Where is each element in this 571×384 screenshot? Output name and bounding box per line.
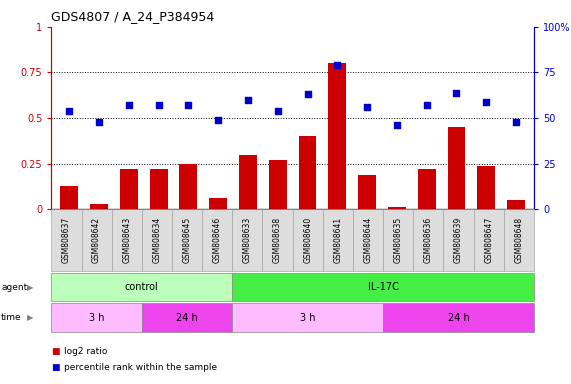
Bar: [358, 175, 376, 209]
Bar: [448, 127, 465, 209]
Bar: [90, 204, 108, 209]
Bar: [299, 136, 316, 209]
Point: [392, 122, 401, 129]
Bar: [61, 185, 78, 209]
Text: agent: agent: [1, 283, 27, 291]
Text: GSM808634: GSM808634: [152, 217, 162, 263]
Text: IL-17C: IL-17C: [368, 282, 399, 292]
Bar: [239, 155, 257, 209]
Point: [482, 99, 491, 105]
Bar: [120, 169, 138, 209]
Point: [363, 104, 372, 110]
Text: ▶: ▶: [27, 313, 34, 322]
Text: GSM808644: GSM808644: [364, 217, 372, 263]
Point: [214, 117, 223, 123]
Point: [94, 119, 103, 125]
Point: [273, 108, 282, 114]
Text: GSM808636: GSM808636: [424, 217, 433, 263]
Text: ■: ■: [51, 347, 60, 356]
Point: [303, 91, 312, 98]
Text: log2 ratio: log2 ratio: [64, 347, 107, 356]
Text: GSM808642: GSM808642: [92, 217, 101, 263]
Text: GSM808645: GSM808645: [183, 217, 192, 263]
Text: 3 h: 3 h: [89, 313, 104, 323]
Bar: [179, 164, 198, 209]
Point: [65, 108, 74, 114]
Point: [422, 102, 431, 108]
Point: [333, 62, 342, 68]
Text: control: control: [125, 282, 159, 292]
Text: GSM808639: GSM808639: [454, 217, 463, 263]
Text: 24 h: 24 h: [176, 313, 198, 323]
Text: GSM808637: GSM808637: [62, 217, 71, 263]
Text: ■: ■: [51, 363, 60, 372]
Point: [154, 102, 163, 108]
Bar: [209, 199, 227, 209]
Text: GSM808635: GSM808635: [393, 217, 403, 263]
Text: GSM808643: GSM808643: [122, 217, 131, 263]
Point: [512, 119, 521, 125]
Text: GSM808640: GSM808640: [303, 217, 312, 263]
Bar: [507, 200, 525, 209]
Point: [124, 102, 134, 108]
Bar: [328, 63, 346, 209]
Text: GDS4807 / A_24_P384954: GDS4807 / A_24_P384954: [51, 10, 215, 23]
Text: 24 h: 24 h: [448, 313, 469, 323]
Text: GSM808647: GSM808647: [484, 217, 493, 263]
Text: GSM808648: GSM808648: [514, 217, 523, 263]
Text: GSM808633: GSM808633: [243, 217, 252, 263]
Text: GSM808638: GSM808638: [273, 217, 282, 263]
Bar: [150, 169, 167, 209]
Bar: [418, 169, 436, 209]
Bar: [269, 160, 287, 209]
Bar: [477, 166, 495, 209]
Text: GSM808641: GSM808641: [333, 217, 343, 263]
Point: [452, 89, 461, 96]
Text: GSM808646: GSM808646: [213, 217, 222, 263]
Text: time: time: [1, 313, 22, 322]
Text: 3 h: 3 h: [300, 313, 315, 323]
Point: [243, 97, 252, 103]
Text: ▶: ▶: [27, 283, 34, 291]
Point: [184, 102, 193, 108]
Bar: [388, 207, 406, 209]
Text: percentile rank within the sample: percentile rank within the sample: [64, 363, 217, 372]
